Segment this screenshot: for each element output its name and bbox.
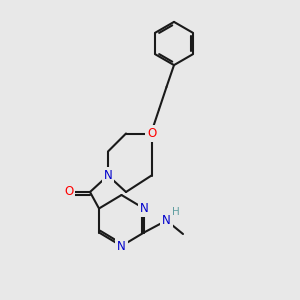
Text: O: O <box>147 127 156 140</box>
Text: N: N <box>162 214 171 227</box>
Text: H: H <box>172 207 180 217</box>
Text: N: N <box>117 239 126 253</box>
Text: N: N <box>140 202 148 215</box>
Text: N: N <box>103 169 112 182</box>
Text: O: O <box>64 185 74 198</box>
